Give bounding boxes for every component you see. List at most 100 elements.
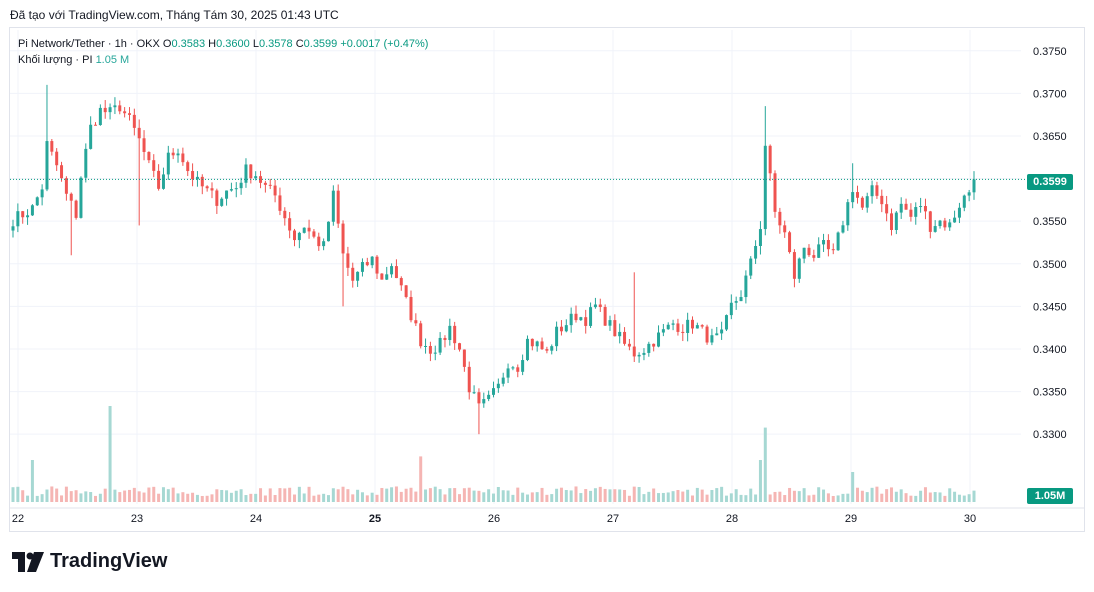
volume-bar [394,486,398,502]
x-tick-label: 28 [726,513,738,525]
candle-body [482,399,486,404]
candle-body [293,230,297,241]
volume-label[interactable]: Khối lượng · PI [18,54,93,66]
volume-bar [16,486,20,502]
candle-body [589,307,593,326]
candle-body [215,190,219,206]
candle-body [535,341,539,347]
candle-body [229,189,233,191]
tradingview-logo-icon [12,551,44,572]
volume-bar [846,493,850,502]
close-value: 0.3599 [303,38,338,50]
volume-bar [647,491,651,502]
candle-body [555,326,559,347]
volume-bar [734,489,738,502]
volume-bar [472,490,476,502]
volume-bar [322,493,326,502]
candle-body [176,153,180,156]
volume-bar [152,486,156,502]
volume-bar [885,489,889,502]
volume-bar [807,495,811,502]
candle-body [870,185,874,197]
volume-bar [433,486,437,502]
candle-body [710,335,714,343]
volume-bar [336,489,340,502]
candle-body [487,394,491,400]
candle-body [424,345,428,347]
volume-bar [205,495,209,502]
volume-bar [79,493,83,502]
candle-body [851,192,855,203]
candle-body [860,197,864,208]
candle-body [30,205,34,216]
volume-bar [191,492,195,502]
volume-bar [142,492,146,502]
volume-bar [642,494,646,502]
y-tick-label: 0.3700 [1033,88,1067,100]
volume-bar [676,490,680,502]
volume-bar [511,494,515,502]
candle-body [94,124,98,126]
volume-bar [535,492,539,502]
candle-body [351,267,355,281]
candle-body [346,253,350,268]
volume-bar [268,488,272,502]
candle-body [603,307,607,326]
volume-bar [186,493,190,502]
volume-bar [967,494,971,502]
symbol-label[interactable]: Pi Network/Tether · 1h · OKX [18,38,160,50]
volume-bar [880,493,884,502]
volume-bar [278,488,282,502]
volume-bar [64,486,68,502]
candle-body [409,296,413,321]
volume-bar [763,427,767,502]
candle-body [938,220,942,227]
candle-body [161,174,165,189]
candle-body [40,189,44,198]
tradingview-logo[interactable]: TradingView [12,550,167,573]
candle-body [414,320,418,324]
candle-body [521,360,525,372]
candle-body [341,223,345,254]
candle-body [943,220,947,228]
volume-bar [516,487,520,502]
candle-body [268,184,272,186]
volume-bar [778,491,782,502]
volume-bar [768,494,772,502]
volume-bar [817,487,821,502]
candle-body [278,195,282,211]
candle-body [399,278,403,286]
volume-bar [831,495,835,502]
volume-bar [249,493,253,502]
candle-body [210,188,214,191]
volume-bar [836,495,840,502]
candle-body [336,190,340,224]
candle-body [559,326,563,332]
volume-bar [30,460,34,502]
candle-body [652,343,656,347]
candle-body [166,152,170,175]
volume-bar [98,493,102,502]
candle-body [360,262,364,272]
candle-body [370,256,374,266]
candle-body [967,192,971,196]
volume-bar [326,495,330,502]
volume-bar [773,491,777,502]
volume-bar [894,491,898,502]
volume-bar [414,491,418,502]
candle-body [322,241,326,247]
candle-body [666,324,670,330]
candle-body [205,186,209,189]
y-tick-label: 0.3750 [1033,46,1067,58]
volume-bar [409,487,413,502]
candle-body [438,337,442,353]
volume-bar [40,494,44,502]
volume-bar [26,495,30,502]
candle-body [899,203,903,213]
volume-bar [919,490,923,502]
candle-body [365,262,369,266]
volume-bar [103,488,107,502]
volume-bar [113,489,117,502]
candle-body [530,338,534,347]
